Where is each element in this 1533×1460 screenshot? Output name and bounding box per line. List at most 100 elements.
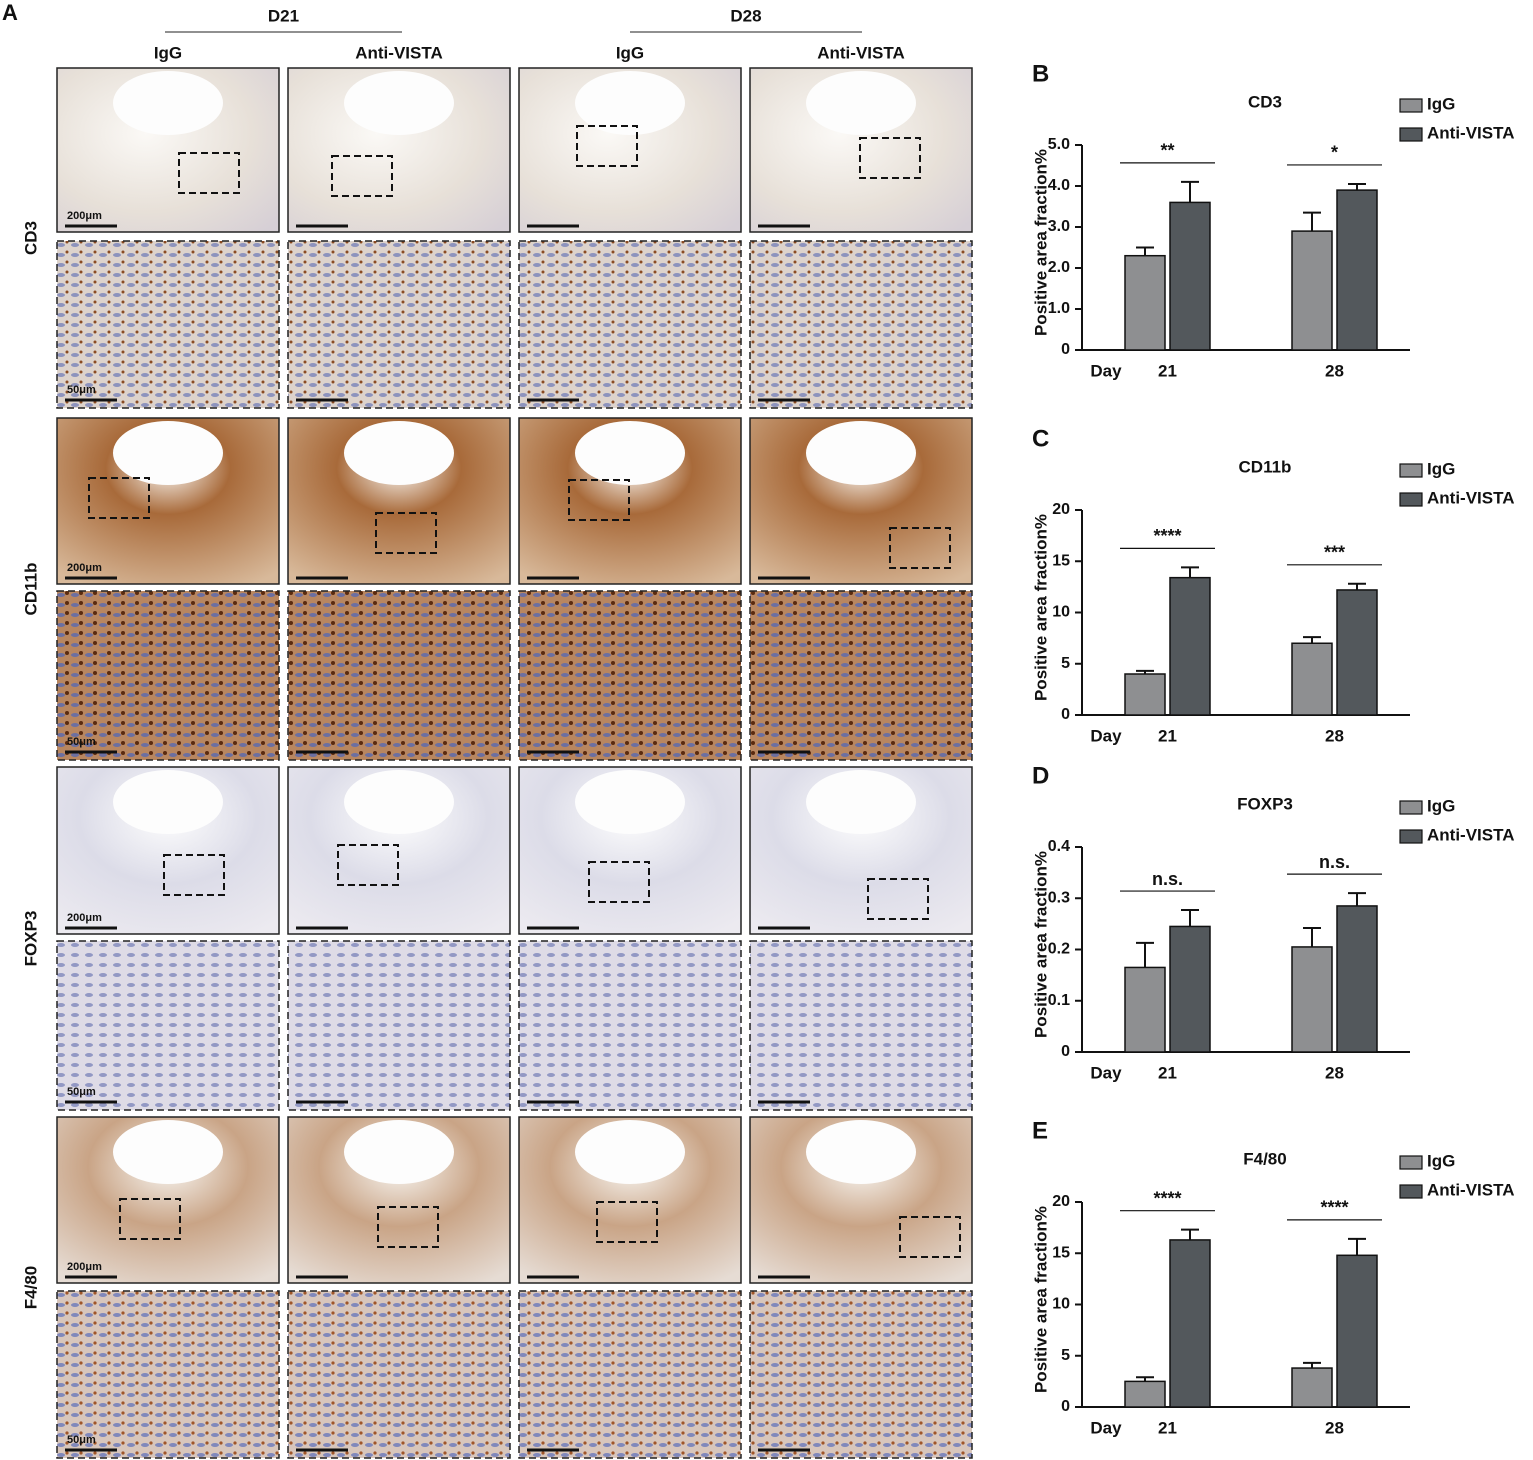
- y-tick-label: 0.4: [1048, 838, 1070, 855]
- zoom-image: [749, 590, 973, 761]
- tissue-void: [113, 71, 223, 135]
- y-tick-label: 5: [1061, 655, 1070, 672]
- error-bar: [1136, 1376, 1154, 1382]
- zoom-region: [163, 854, 225, 896]
- bar: [1124, 1380, 1166, 1408]
- zoom-image: [518, 940, 742, 1111]
- column-label: Anti-VISTA: [355, 43, 443, 62]
- y-tick-label: 0: [1061, 341, 1070, 358]
- x-tick-label: 21: [1158, 1418, 1177, 1437]
- column-label: IgG: [616, 43, 644, 62]
- y-axis-label: Positive area fraction%: [1031, 149, 1050, 336]
- x-tick-label: 28: [1325, 1063, 1344, 1082]
- scale-label: 200μm: [67, 912, 102, 924]
- legend-swatch: [1399, 98, 1423, 113]
- zoom-image: [56, 590, 280, 761]
- bar: [1124, 673, 1166, 716]
- error-bar: [1348, 582, 1366, 590]
- tissue-void: [344, 421, 454, 485]
- legend-swatch: [1399, 492, 1423, 507]
- y-axis-label: Positive area fraction%: [1031, 1206, 1050, 1393]
- y-tick-label: 0: [1061, 706, 1070, 723]
- zoom-image: [287, 590, 511, 761]
- panel-label: B: [1032, 60, 1049, 87]
- x-axis-label: Day: [1090, 1063, 1122, 1082]
- significance-label: ****: [1153, 1188, 1181, 1208]
- zoom-region: [377, 1206, 439, 1248]
- bar: [1124, 254, 1166, 351]
- column-label: Anti-VISTA: [817, 43, 905, 62]
- scale-label: 200μm: [67, 1261, 102, 1273]
- tissue-void: [575, 1120, 685, 1184]
- row-label: FOXP3: [21, 911, 40, 967]
- zoom-image: [749, 1290, 973, 1459]
- row-label: F4/80: [21, 1266, 40, 1309]
- scale-label: 50μm: [67, 1434, 96, 1446]
- legend-swatch: [1399, 829, 1423, 844]
- x-tick-label: 21: [1158, 361, 1177, 380]
- chart-title: CD11b: [1239, 457, 1292, 476]
- bar: [1169, 576, 1211, 716]
- y-tick-label: 2.0: [1048, 259, 1070, 276]
- zoom-region: [596, 1201, 658, 1243]
- tissue-void: [806, 71, 916, 135]
- scale-label: 50μm: [67, 1086, 96, 1098]
- tissue-void: [575, 71, 685, 135]
- scale-label: 50μm: [67, 384, 96, 396]
- y-axis-label: Positive area fraction%: [1031, 514, 1050, 701]
- bar: [1291, 946, 1333, 1053]
- legend-swatch: [1399, 800, 1423, 815]
- legend-swatch: [1399, 127, 1423, 142]
- significance-label: ****: [1153, 526, 1181, 546]
- scale-label: 200μm: [67, 210, 102, 222]
- legend-label: Anti-VISTA: [1427, 825, 1515, 844]
- tissue-void: [806, 421, 916, 485]
- y-tick-label: 0.2: [1048, 941, 1070, 958]
- x-tick-label: 21: [1158, 1063, 1177, 1082]
- bar: [1336, 589, 1378, 716]
- error-bar: [1136, 941, 1154, 968]
- bar: [1336, 1254, 1378, 1408]
- zoom-image: [518, 240, 742, 409]
- zoom-image: [56, 1290, 280, 1459]
- row-label: CD11b: [21, 563, 40, 616]
- error-bar: [1348, 892, 1366, 906]
- error-bar: [1303, 211, 1321, 232]
- y-tick-label: 10: [1052, 1296, 1070, 1313]
- chart-title: FOXP3: [1237, 794, 1293, 813]
- column-label: IgG: [154, 43, 182, 62]
- zoom-region: [576, 125, 638, 167]
- zoom-region: [88, 477, 150, 519]
- tissue-void: [113, 770, 223, 834]
- panel-label: D: [1032, 762, 1049, 789]
- y-tick-label: 0: [1061, 1043, 1070, 1060]
- panel-label: C: [1032, 425, 1049, 452]
- y-tick-label: 0: [1061, 1398, 1070, 1415]
- y-axis-label: Positive area fraction%: [1031, 851, 1050, 1038]
- error-bar: [1181, 909, 1199, 927]
- bar: [1336, 905, 1378, 1053]
- y-tick-label: 20: [1052, 1193, 1070, 1210]
- overview-image: [749, 417, 973, 585]
- legend-swatch: [1399, 463, 1423, 478]
- legend-label: IgG: [1427, 796, 1455, 815]
- zoom-region: [331, 155, 393, 197]
- zoom-region: [899, 1216, 961, 1258]
- zoom-region: [178, 152, 240, 194]
- zoom-image: [749, 240, 973, 409]
- bar: [1336, 189, 1378, 351]
- y-tick-label: 1.0: [1048, 300, 1070, 317]
- zoom-image: [518, 1290, 742, 1459]
- error-bar: [1303, 1361, 1321, 1369]
- significance-label: *: [1331, 143, 1338, 163]
- x-tick-label: 28: [1325, 1418, 1344, 1437]
- error-bar: [1348, 1237, 1366, 1256]
- tissue-void: [575, 770, 685, 834]
- significance-label: n.s.: [1319, 852, 1350, 872]
- tissue-void: [344, 1120, 454, 1184]
- chart-title: CD3: [1248, 92, 1282, 111]
- zoom-region: [375, 512, 437, 554]
- bar: [1291, 1367, 1333, 1408]
- zoom-region: [859, 137, 921, 179]
- zoom-image: [287, 940, 511, 1111]
